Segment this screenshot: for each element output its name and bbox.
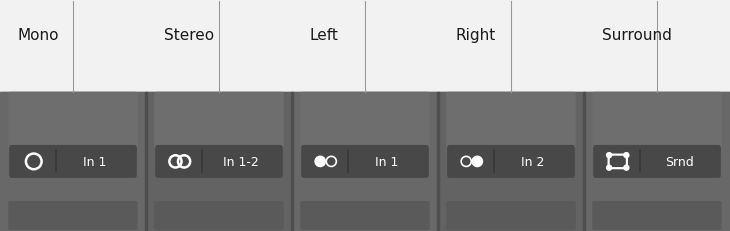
Bar	[292, 92, 438, 231]
FancyBboxPatch shape	[301, 145, 429, 178]
Circle shape	[607, 153, 612, 158]
Bar	[438, 92, 584, 231]
Text: Right: Right	[456, 28, 496, 43]
Bar	[437, 92, 439, 231]
Circle shape	[315, 157, 326, 167]
Bar	[145, 92, 147, 231]
Circle shape	[624, 165, 629, 170]
Text: Mono: Mono	[18, 28, 59, 43]
Text: Srnd: Srnd	[665, 155, 693, 168]
Bar	[584, 92, 730, 231]
FancyBboxPatch shape	[446, 92, 576, 149]
Bar	[0, 92, 730, 231]
FancyBboxPatch shape	[154, 201, 284, 230]
FancyBboxPatch shape	[155, 145, 283, 178]
Bar	[291, 92, 293, 231]
Circle shape	[607, 165, 612, 170]
FancyBboxPatch shape	[300, 92, 430, 149]
FancyBboxPatch shape	[9, 145, 137, 178]
Text: In 1-2: In 1-2	[223, 155, 259, 168]
Text: Stereo: Stereo	[164, 28, 214, 43]
FancyBboxPatch shape	[300, 201, 430, 230]
FancyBboxPatch shape	[154, 92, 284, 149]
Circle shape	[472, 157, 483, 167]
Text: In 2: In 2	[521, 155, 545, 168]
Bar	[146, 92, 292, 231]
FancyBboxPatch shape	[8, 201, 138, 230]
Text: Left: Left	[310, 28, 339, 43]
Circle shape	[624, 153, 629, 158]
Bar	[0, 92, 146, 231]
FancyBboxPatch shape	[592, 92, 722, 149]
Text: Surround: Surround	[602, 28, 672, 43]
FancyBboxPatch shape	[447, 145, 575, 178]
FancyBboxPatch shape	[8, 92, 138, 149]
FancyBboxPatch shape	[446, 201, 576, 230]
Bar	[583, 92, 585, 231]
Text: In 1: In 1	[83, 155, 107, 168]
FancyBboxPatch shape	[593, 145, 721, 178]
Text: In 1: In 1	[375, 155, 399, 168]
Bar	[0, 0, 730, 92]
FancyBboxPatch shape	[592, 201, 722, 230]
